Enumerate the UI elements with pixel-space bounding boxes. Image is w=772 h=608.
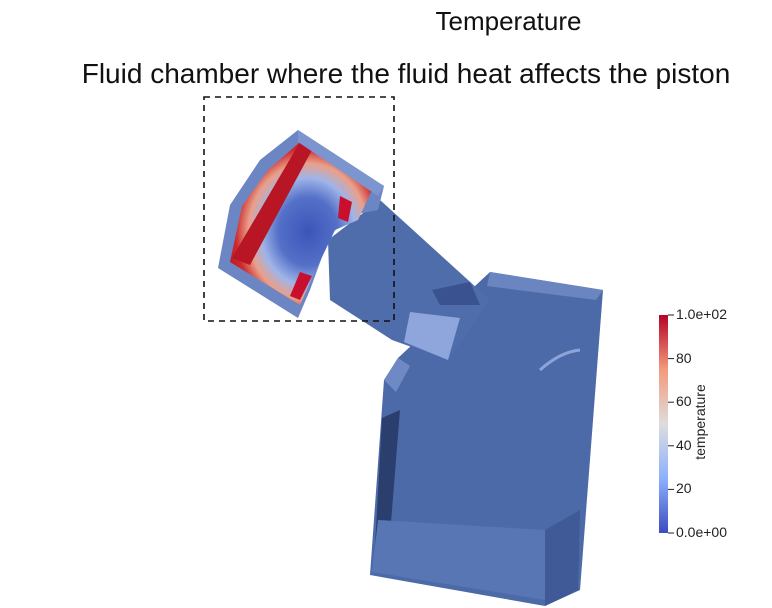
colorbar-tick-label: 80 [676,349,692,366]
connecting-channel [328,200,490,360]
colorbar-title: temperature [692,384,708,460]
colorbar-tick-label: 20 [676,480,692,497]
colorbar-tick-label: 60 [676,393,692,410]
lower-housing [370,272,603,606]
colorbar-tick-label: 0.0e+00 [676,524,727,540]
chart-title: Temperature [435,6,582,36]
colorbar-tick-label: 40 [676,436,692,453]
fluid-chamber [218,130,384,318]
colorbar [659,314,674,534]
colorbar-tick-label: 1.0e+02 [676,306,727,322]
colorbar-gradient [659,315,668,533]
region-highlight-box [203,96,395,322]
chart-subtitle: Fluid chamber where the fluid heat affec… [81,58,731,89]
colorbar-ticks [668,314,674,534]
